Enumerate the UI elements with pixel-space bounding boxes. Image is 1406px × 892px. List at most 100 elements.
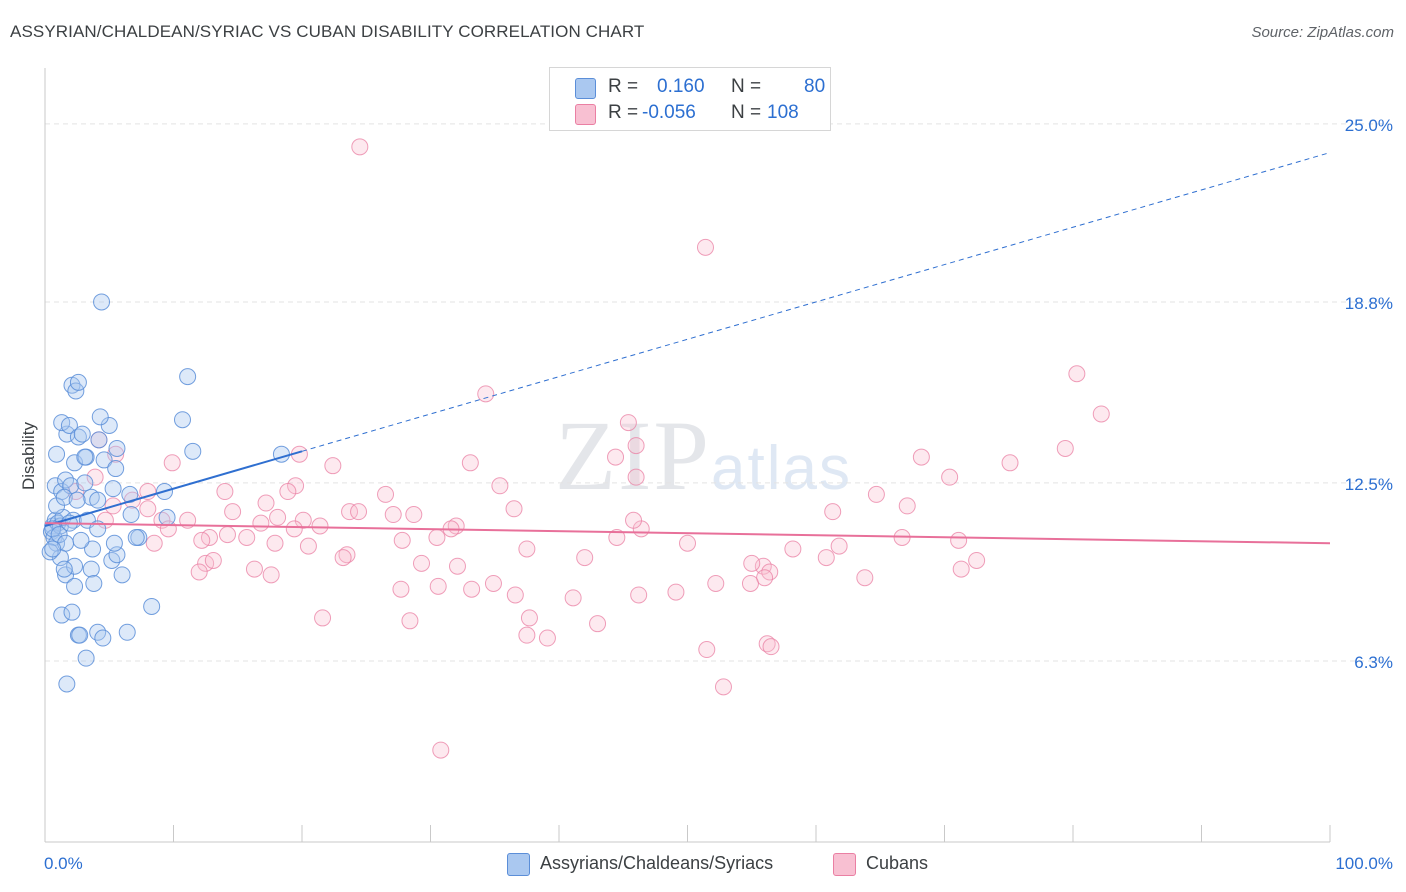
- assyrian-point: [41, 543, 59, 561]
- cuban-point: [784, 540, 802, 558]
- cuban-point: [491, 477, 509, 495]
- cuban-point: [86, 468, 104, 486]
- cuban-point: [576, 549, 594, 567]
- assyrian-point: [55, 560, 73, 578]
- assyrian-point: [94, 629, 112, 647]
- cuban-point: [912, 448, 930, 466]
- assyrian-point: [127, 528, 145, 546]
- legend-n-value: 80: [804, 76, 826, 97]
- legend-r-label: R =: [608, 76, 639, 97]
- assyrian-point: [122, 506, 140, 524]
- assyrian-point: [48, 445, 66, 463]
- y-tick-label: 12.5%: [1345, 475, 1393, 494]
- assyrian-point: [68, 491, 86, 509]
- y-tick-label: 25.0%: [1345, 116, 1393, 135]
- cuban-point: [667, 583, 685, 601]
- cuban-point: [392, 580, 410, 598]
- legend-n-label: N =: [731, 102, 762, 123]
- cuban-point: [190, 563, 208, 581]
- cuban-point: [824, 503, 842, 521]
- cuban-point: [299, 537, 317, 555]
- cuban-point: [314, 609, 332, 627]
- cuban-point: [477, 385, 495, 403]
- legend-swatch-assyrians: [575, 78, 596, 99]
- cuban-point: [252, 514, 270, 532]
- cuban-point: [608, 528, 626, 546]
- cuban-point: [216, 483, 234, 501]
- cuban-point: [518, 626, 536, 644]
- chart-title: ASSYRIAN/CHALDEAN/SYRIAC VS CUBAN DISABI…: [10, 22, 645, 41]
- x-tick-label: 0.0%: [44, 854, 83, 873]
- cuban-point: [1068, 365, 1086, 383]
- y-axis-title: Disability: [19, 421, 38, 490]
- cuban-point: [285, 520, 303, 538]
- assyrian-point: [76, 474, 94, 492]
- assyrian-point: [71, 626, 89, 644]
- assyrian-point: [107, 460, 125, 478]
- cuban-point: [262, 566, 280, 584]
- cuban-point: [506, 586, 524, 604]
- cuban-point: [484, 574, 502, 592]
- cuban-point: [257, 494, 275, 512]
- assyrian-point: [57, 566, 75, 584]
- assyrian-point: [63, 603, 81, 621]
- cuban-point: [401, 612, 419, 630]
- cuban-trend-line: [44, 522, 1331, 545]
- cuban-point: [607, 448, 625, 466]
- assyrian-point: [108, 439, 126, 457]
- cuban-point: [856, 569, 874, 587]
- watermark-atlas: atlas: [711, 434, 852, 503]
- cuban-point: [518, 540, 536, 558]
- cuban-point: [741, 574, 759, 592]
- cuban-point: [279, 483, 297, 501]
- assyrian-point: [90, 431, 108, 449]
- cuban-point: [968, 551, 986, 569]
- cuban-point: [179, 511, 197, 529]
- assyrian-point: [89, 491, 107, 509]
- assyrian-point: [104, 480, 122, 498]
- cuban-point: [269, 508, 287, 526]
- cuban-point: [139, 500, 157, 518]
- assyrian-point: [84, 540, 102, 558]
- assyrian-point: [58, 675, 76, 693]
- assyrian-point: [91, 408, 109, 426]
- cuban-point: [145, 534, 163, 552]
- cuban-point: [538, 629, 556, 647]
- cuban-point: [505, 500, 523, 518]
- cuban-point: [762, 638, 780, 656]
- cuban-point: [324, 457, 342, 475]
- cuban-point: [238, 528, 256, 546]
- cuban-point: [867, 485, 885, 503]
- cuban-point: [334, 549, 352, 567]
- cuban-point: [630, 586, 648, 604]
- assyrian-point: [100, 416, 118, 434]
- assyrian-point: [66, 557, 84, 575]
- cuban-point: [707, 574, 725, 592]
- cuban-point: [461, 454, 479, 472]
- cuban-point: [351, 138, 369, 156]
- assyrian-point: [66, 577, 84, 595]
- cuban-point: [432, 741, 450, 759]
- correlation-legend: R = 0.160 N = 80 R = -0.056 N = 108: [549, 67, 831, 131]
- assyrian-point: [118, 623, 136, 641]
- assyrian-point: [113, 566, 131, 584]
- assyrian-point: [53, 606, 71, 624]
- bottom-legend-label-cubans: Cubans: [866, 853, 929, 873]
- assyrian-point: [72, 531, 90, 549]
- cuban-point: [204, 551, 222, 569]
- assyrian-trend-dashed: [301, 152, 1331, 452]
- cuban-point: [428, 528, 446, 546]
- cuban-point: [619, 414, 637, 432]
- legend-r-label: R =: [608, 102, 639, 123]
- cuban-point: [429, 577, 447, 595]
- cuban-point: [950, 531, 968, 549]
- legend-swatch-cubans: [575, 104, 596, 125]
- cuban-point: [413, 554, 431, 572]
- cuban-point: [696, 238, 714, 256]
- cuban-point: [341, 503, 359, 521]
- legend-n-label: N =: [731, 76, 762, 97]
- cuban-point: [627, 468, 645, 486]
- cuban-point: [830, 537, 848, 555]
- assyrian-point: [76, 448, 94, 466]
